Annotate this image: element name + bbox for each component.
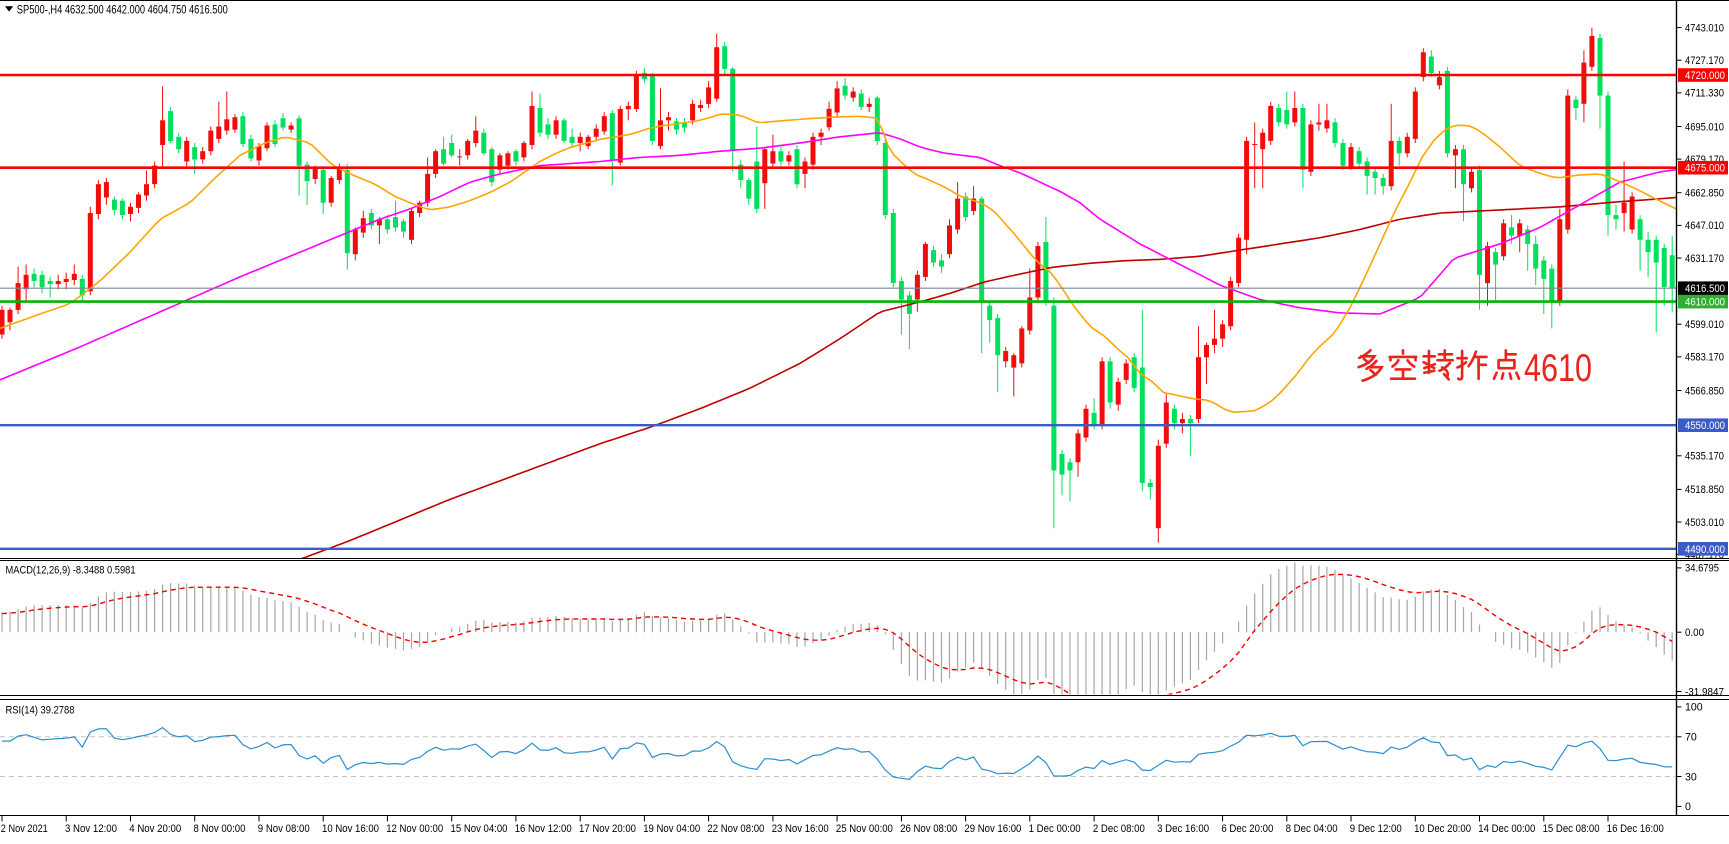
svg-text:8 Nov 00:00: 8 Nov 00:00 xyxy=(194,823,246,835)
svg-text:9 Dec 12:00: 9 Dec 12:00 xyxy=(1350,823,1402,835)
svg-text:12 Nov 00:00: 12 Nov 00:00 xyxy=(386,823,443,835)
svg-text:MACD(12,26,9) -8.3488 0.5981: MACD(12,26,9) -8.3488 0.5981 xyxy=(6,565,136,577)
svg-text:4720.000: 4720.000 xyxy=(1685,70,1725,82)
svg-text:10 Dec 20:00: 10 Dec 20:00 xyxy=(1414,823,1471,835)
svg-text:4743.010: 4743.010 xyxy=(1685,22,1724,34)
svg-text:RSI(14) 39.2788: RSI(14) 39.2788 xyxy=(6,705,75,717)
svg-text:15 Dec 08:00: 15 Dec 08:00 xyxy=(1543,823,1600,835)
svg-text:4566.850: 4566.850 xyxy=(1685,385,1724,397)
svg-text:10 Nov 16:00: 10 Nov 16:00 xyxy=(322,823,379,835)
svg-text:4631.170: 4631.170 xyxy=(1685,253,1724,265)
svg-text:23 Nov 16:00: 23 Nov 16:00 xyxy=(772,823,829,835)
svg-text:4675.000: 4675.000 xyxy=(1685,163,1725,175)
svg-text:26 Nov 08:00: 26 Nov 08:00 xyxy=(900,823,957,835)
svg-text:15 Nov 04:00: 15 Nov 04:00 xyxy=(451,823,508,835)
svg-text:29 Nov 16:00: 29 Nov 16:00 xyxy=(964,823,1021,835)
svg-text:19 Nov 04:00: 19 Nov 04:00 xyxy=(643,823,700,835)
svg-text:4727.170: 4727.170 xyxy=(1685,55,1724,67)
svg-text:0.00: 0.00 xyxy=(1685,627,1704,639)
svg-text:100: 100 xyxy=(1685,702,1703,714)
svg-text:16 Dec 16:00: 16 Dec 16:00 xyxy=(1607,823,1664,835)
svg-text:17 Nov 20:00: 17 Nov 20:00 xyxy=(579,823,636,835)
svg-text:4647.010: 4647.010 xyxy=(1685,220,1724,232)
svg-text:9 Nov 08:00: 9 Nov 08:00 xyxy=(258,823,310,835)
svg-text:4518.850: 4518.850 xyxy=(1685,484,1724,496)
svg-text:4535.170: 4535.170 xyxy=(1685,451,1724,463)
svg-text:4711.330: 4711.330 xyxy=(1685,88,1724,100)
svg-text:2 Dec 08:00: 2 Dec 08:00 xyxy=(1093,823,1145,835)
svg-text:-31.9847: -31.9847 xyxy=(1685,686,1724,698)
svg-text:34.6795: 34.6795 xyxy=(1685,563,1719,575)
svg-text:70: 70 xyxy=(1685,732,1697,744)
svg-text:4610: 4610 xyxy=(1524,347,1592,390)
svg-text:16 Nov 12:00: 16 Nov 12:00 xyxy=(515,823,572,835)
svg-text:1 Dec 00:00: 1 Dec 00:00 xyxy=(1029,823,1081,835)
svg-text:14 Dec 00:00: 14 Dec 00:00 xyxy=(1478,823,1535,835)
svg-text:6 Dec 20:00: 6 Dec 20:00 xyxy=(1221,823,1273,835)
svg-text:0: 0 xyxy=(1685,801,1691,813)
svg-text:4695.010: 4695.010 xyxy=(1685,121,1724,133)
svg-text:4583.170: 4583.170 xyxy=(1685,352,1724,364)
svg-text:4610.000: 4610.000 xyxy=(1685,297,1725,309)
svg-text:30: 30 xyxy=(1685,771,1697,783)
svg-text:4503.010: 4503.010 xyxy=(1685,517,1724,529)
svg-text:25 Nov 00:00: 25 Nov 00:00 xyxy=(836,823,893,835)
svg-text:4599.010: 4599.010 xyxy=(1685,319,1724,331)
svg-text:3 Dec 16:00: 3 Dec 16:00 xyxy=(1157,823,1209,835)
svg-text:4550.000: 4550.000 xyxy=(1685,420,1725,432)
svg-text:SP500-,H4 4632.500 4642.000 4: SP500-,H4 4632.500 4642.000 4604.750 461… xyxy=(17,3,228,17)
svg-text:3 Nov 12:00: 3 Nov 12:00 xyxy=(65,823,117,835)
svg-text:4490.000: 4490.000 xyxy=(1685,544,1725,556)
svg-text:4 Nov 20:00: 4 Nov 20:00 xyxy=(129,823,181,835)
svg-text:4662.850: 4662.850 xyxy=(1685,188,1724,200)
svg-text:2 Nov 2021: 2 Nov 2021 xyxy=(1,823,48,835)
svg-text:8 Dec 04:00: 8 Dec 04:00 xyxy=(1286,823,1338,835)
svg-text:4616.500: 4616.500 xyxy=(1685,283,1725,295)
svg-text:22 Nov 08:00: 22 Nov 08:00 xyxy=(707,823,764,835)
